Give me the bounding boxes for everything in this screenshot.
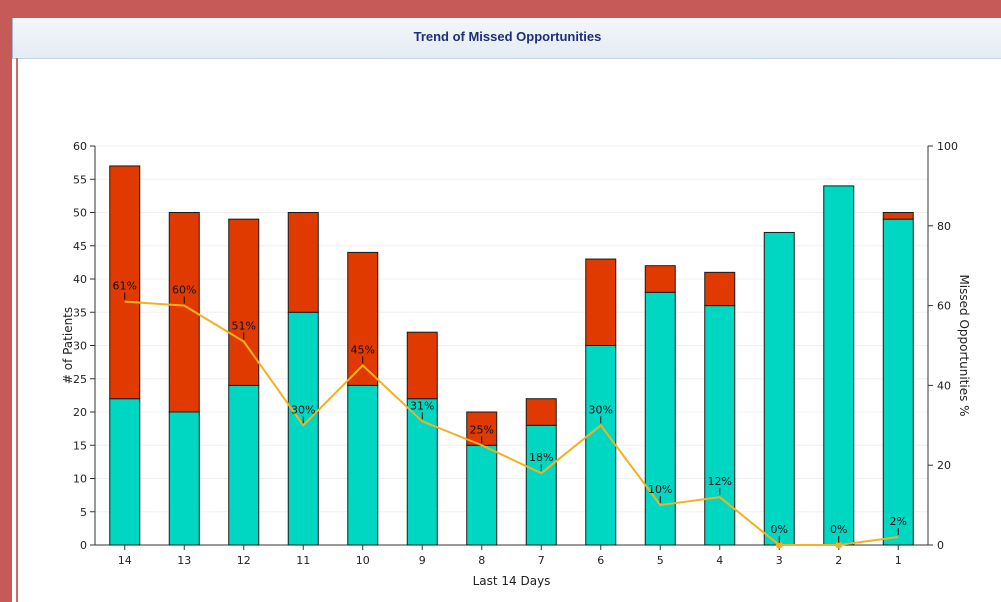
data-label: 18% [529, 451, 553, 464]
y-tick-label: 50 [73, 207, 87, 220]
y-tick-label: 10 [73, 473, 87, 486]
x-tick-label: 1 [895, 554, 902, 567]
window-top-border [0, 0, 1001, 18]
data-label: 60% [172, 284, 196, 297]
bar-base [823, 185, 855, 546]
data-label: 30% [291, 403, 315, 416]
x-tick-label: 4 [716, 554, 723, 567]
bar-base [109, 398, 141, 546]
x-tick-label: 6 [597, 554, 604, 567]
percent-point [835, 541, 843, 549]
x-tick-label: 2 [835, 554, 842, 567]
data-label: 0% [830, 523, 847, 536]
y2-tick-label: 0 [937, 539, 944, 552]
data-label: 0% [771, 523, 788, 536]
percent-line [124, 300, 899, 546]
bar-base [882, 218, 914, 546]
y-tick-label: 15 [73, 439, 87, 452]
data-label: 30% [589, 403, 613, 416]
bar-base [763, 231, 795, 546]
y2-tick-label: 20 [937, 459, 951, 472]
y-tick-label: 45 [73, 240, 87, 253]
y-tick-label: 25 [73, 373, 87, 386]
bar-base [287, 311, 319, 546]
x-tick-label: 11 [296, 554, 310, 567]
bar-missed [406, 331, 438, 400]
bar-base [704, 305, 736, 546]
bar-missed [109, 165, 141, 400]
chart-title: Trend of Missed Opportunities [413, 29, 602, 44]
x-tick-label: 10 [356, 554, 370, 567]
bar-base [228, 384, 260, 546]
x-tick-label: 5 [657, 554, 664, 567]
data-label: 25% [470, 423, 494, 436]
x-tick-label: 7 [538, 554, 545, 567]
y-tick-label: 35 [73, 306, 87, 319]
y-tick-label: 20 [73, 406, 87, 419]
bar-missed [704, 271, 736, 307]
y-tick-label: 30 [73, 340, 87, 353]
bar-base [466, 444, 498, 546]
data-label: 10% [648, 483, 672, 496]
bar-missed [882, 212, 914, 220]
bar-missed [585, 258, 617, 346]
panel-header: Trend of Missed Opportunities [12, 18, 1001, 59]
bar-base [347, 384, 379, 546]
bar-missed [644, 265, 676, 293]
window-left-border [0, 18, 12, 602]
bar-base [406, 398, 438, 546]
percent-point [775, 541, 783, 549]
panel-inner-border [16, 58, 18, 602]
x-tick-label: 14 [118, 554, 132, 567]
y-tick-label: 40 [73, 273, 87, 286]
y-tick-label: 0 [80, 539, 87, 552]
bar-missed [287, 212, 319, 313]
x-tick-label: 3 [776, 554, 783, 567]
y-tick-label: 60 [73, 140, 87, 153]
x-tick-label: 9 [419, 554, 426, 567]
bar-missed [228, 218, 260, 386]
data-label: 2% [890, 515, 907, 528]
x-tick-label: 12 [237, 554, 251, 567]
x-axis-title: Last 14 Days [473, 574, 551, 588]
y2-axis-title: Missed Opportunities % [957, 274, 971, 416]
y-axis-title: # of Patients [61, 307, 75, 384]
data-label: 31% [410, 399, 434, 412]
data-label: 12% [708, 475, 732, 488]
y2-tick-label: 100 [937, 140, 958, 153]
y-tick-label: 55 [73, 173, 87, 186]
y2-tick-label: 60 [937, 300, 951, 313]
x-tick-label: 8 [478, 554, 485, 567]
data-label: 61% [113, 280, 137, 293]
bar-base [585, 345, 617, 546]
bar-missed [525, 398, 557, 426]
y2-tick-label: 80 [937, 220, 951, 233]
y-tick-label: 5 [80, 506, 87, 519]
bar-base [525, 424, 557, 546]
data-label: 45% [351, 343, 375, 356]
bar-base [644, 291, 676, 546]
x-tick-label: 13 [177, 554, 191, 567]
y2-tick-label: 40 [937, 379, 951, 392]
bar-base [168, 411, 200, 546]
data-label: 51% [232, 320, 256, 333]
